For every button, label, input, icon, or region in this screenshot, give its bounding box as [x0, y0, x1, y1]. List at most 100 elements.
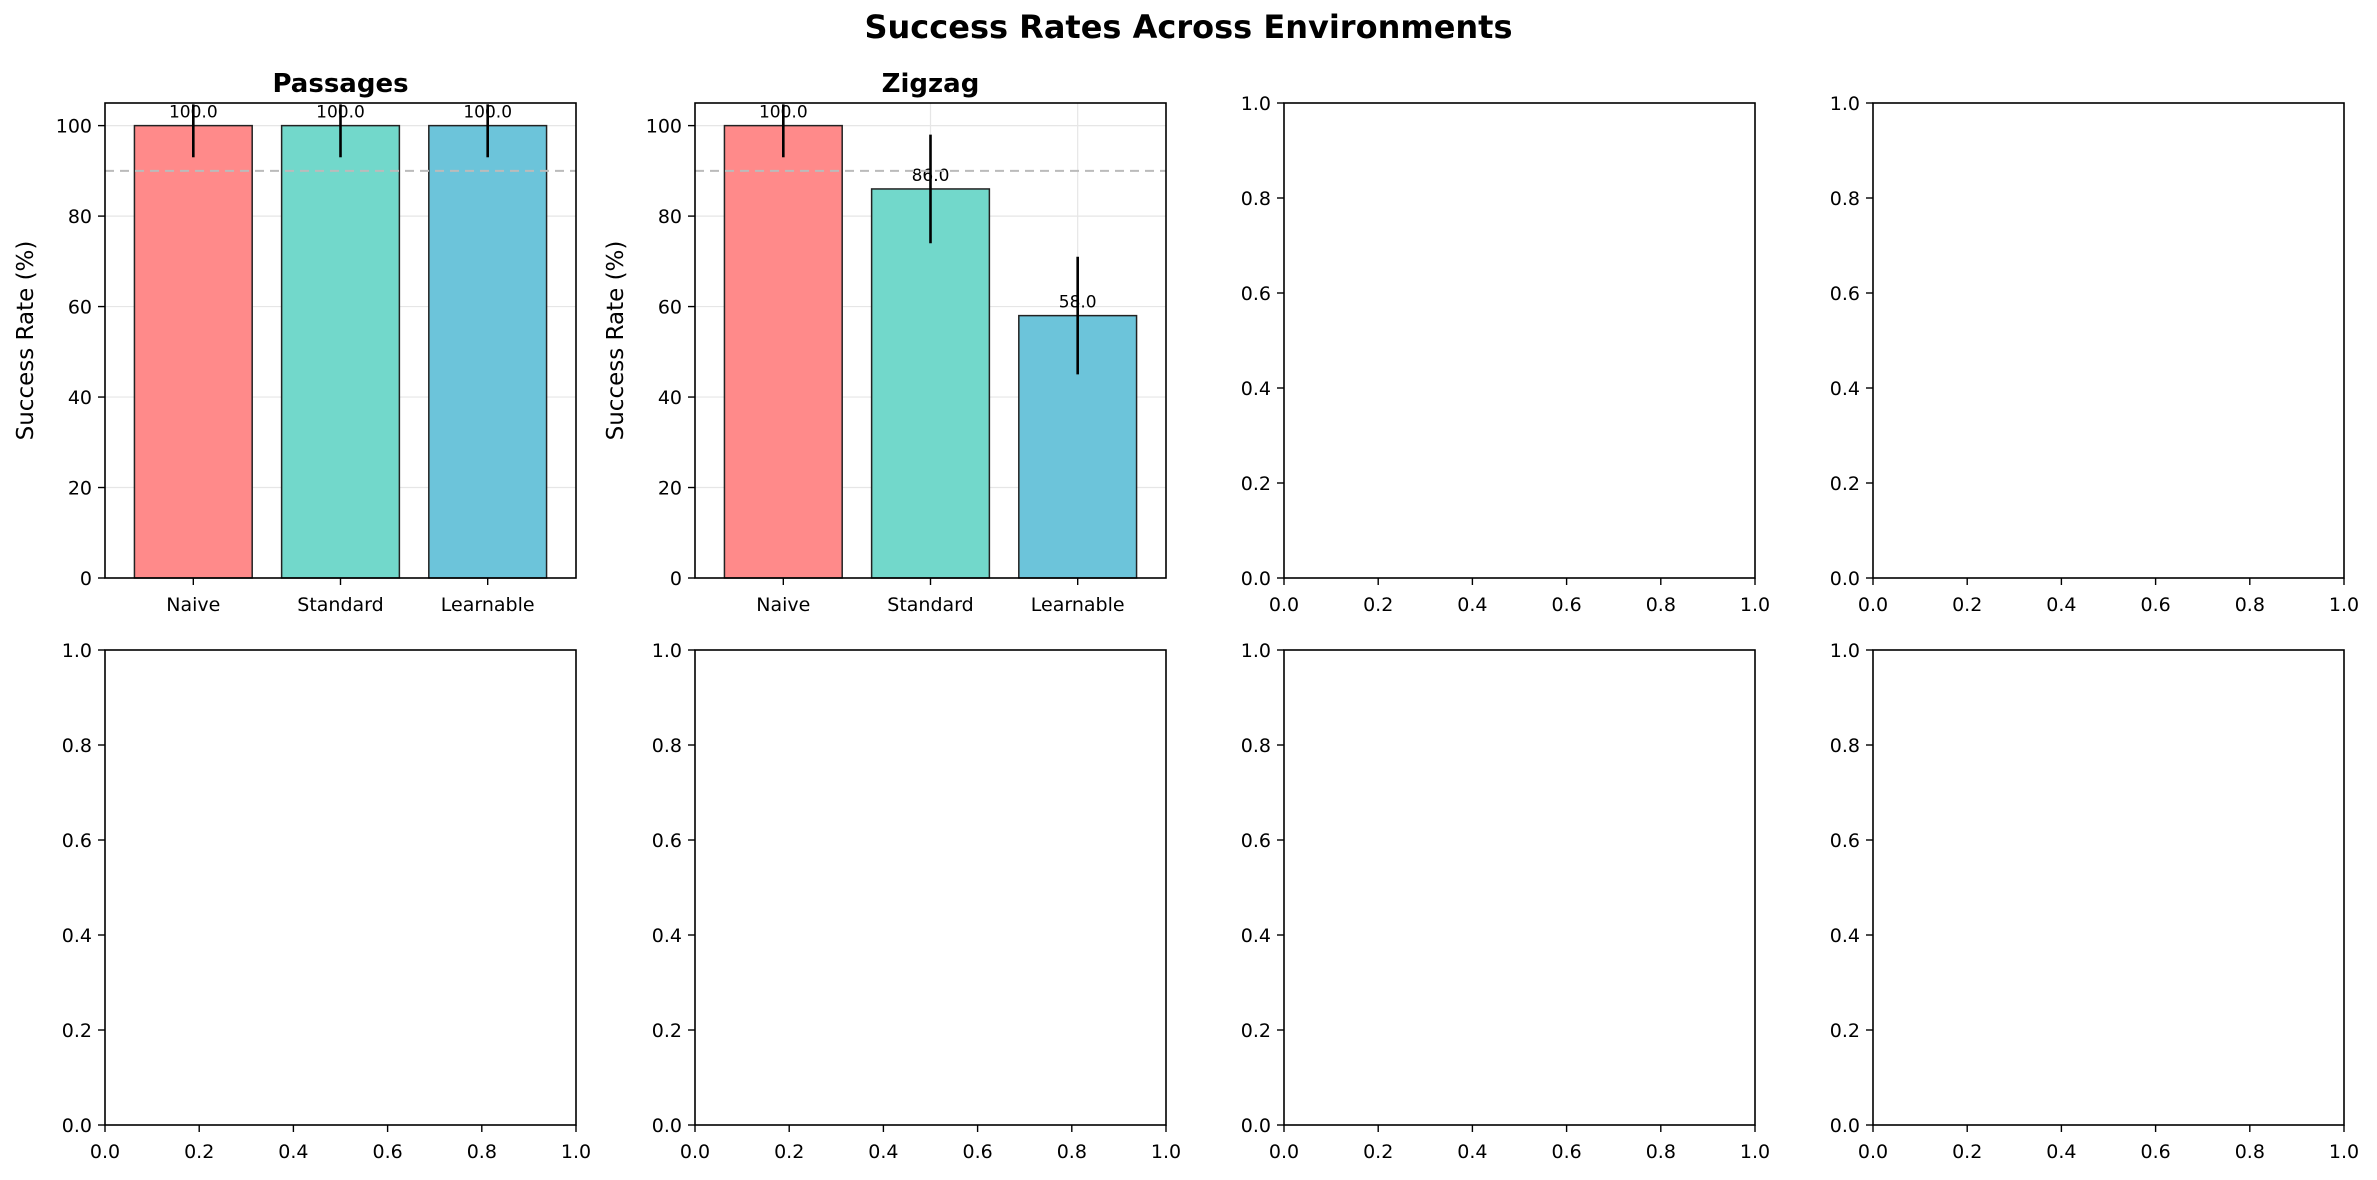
- x-tick-label-1: 0.2: [184, 1141, 214, 1163]
- y-tick-label-5: 1.0: [1830, 640, 1860, 662]
- x-tick-label-4: 0.8: [1057, 1141, 1087, 1163]
- y-tick-label-3: 0.6: [1830, 830, 1860, 852]
- x-tick-label-0: 0.0: [680, 1141, 710, 1163]
- figure-title: Success Rates Across Environments: [864, 8, 1513, 46]
- y-tick-label-2: 40: [658, 387, 682, 409]
- data-label-learnable: 100.0: [463, 103, 512, 123]
- bar-learnable: [428, 124, 548, 579]
- y-tick-label-0: 0: [670, 568, 682, 590]
- x-tick-label-3: 0.6: [1551, 594, 1581, 616]
- y-tick-label-5: 1.0: [1830, 93, 1860, 115]
- x-tick-label-standard: Standard: [297, 594, 383, 616]
- x-tick-label-0: 0.0: [1269, 594, 1299, 616]
- data-label-naive: 100.0: [759, 103, 808, 123]
- y-tick-label-1: 20: [658, 478, 682, 500]
- y-tick-label-4: 0.8: [1830, 735, 1860, 757]
- x-tick-label-0: 0.0: [90, 1141, 120, 1163]
- data-label-standard: 100.0: [316, 103, 365, 123]
- y-tick-label-5: 1.0: [1241, 93, 1271, 115]
- y-tick-label-4: 0.8: [62, 735, 92, 757]
- y-tick-label-3: 0.6: [1241, 830, 1271, 852]
- x-tick-label-5: 1.0: [2329, 1141, 2359, 1163]
- x-tick-label-1: 0.2: [774, 1141, 804, 1163]
- x-tick-label-4: 0.8: [2235, 594, 2265, 616]
- y-tick-label-4: 0.8: [652, 735, 682, 757]
- y-tick-label-3: 0.6: [1241, 283, 1271, 305]
- x-tick-label-learnable: Learnable: [441, 594, 535, 616]
- y-tick-label-2: 0.4: [1830, 378, 1860, 400]
- data-label-learnable: 58.0: [1059, 293, 1097, 313]
- axes-frame: [1283, 649, 1756, 1126]
- x-tick-label-2: 0.4: [1457, 1141, 1487, 1163]
- x-tick-label-2: 0.4: [2046, 1141, 2076, 1163]
- subplot-7: 0.0 0.2 0.4 0.6 0.8 1.0 0.0 0.2 0.4 0.6 0.8 1.0: [1241, 640, 1770, 1163]
- y-tick-label-2: 0.4: [62, 925, 92, 947]
- x-tick-label-5: 1.0: [2329, 594, 2359, 616]
- y-tick-label-3: 0.6: [62, 830, 92, 852]
- subplot-8: 0.0 0.2 0.4 0.6 0.8 1.0 0.0 0.2 0.4 0.6 0.8 1.0: [1830, 640, 2359, 1163]
- subplot-3: 0.0 0.2 0.4 0.6 0.8 1.0 0.0 0.2 0.4 0.6 0.8 1.0: [1241, 93, 1770, 616]
- y-tick-label-1: 0.2: [62, 1020, 92, 1042]
- y-tick-label-0: 0.0: [1830, 1115, 1860, 1137]
- subplot-5: 0.0 0.2 0.4 0.6 0.8 1.0 0.0 0.2 0.4 0.6 0.8 1.0: [62, 640, 591, 1163]
- axes-frame: [1283, 102, 1756, 579]
- y-tick-label-3: 60: [68, 297, 92, 319]
- subplot-title: Passages: [272, 69, 408, 99]
- y-tick-label-2: 40: [68, 387, 92, 409]
- x-tick-label-5: 1.0: [561, 1141, 591, 1163]
- y-tick-label-5: 1.0: [652, 640, 682, 662]
- x-tick-label-3: 0.6: [962, 1141, 992, 1163]
- x-tick-label-4: 0.8: [1646, 1141, 1676, 1163]
- y-tick-label-1: 0.2: [652, 1020, 682, 1042]
- x-tick-label-naive: Naive: [166, 594, 220, 616]
- x-tick-label-4: 0.8: [467, 1141, 497, 1163]
- y-tick-label-2: 0.4: [652, 925, 682, 947]
- axes-frame: [104, 649, 577, 1126]
- y-tick-label-4: 0.8: [1241, 188, 1271, 210]
- axes-frame: [1872, 649, 2345, 1126]
- y-tick-label-0: 0.0: [62, 1115, 92, 1137]
- x-tick-label-0: 0.0: [1858, 1141, 1888, 1163]
- y-tick-label-5: 100: [646, 116, 682, 138]
- x-tick-label-4: 0.8: [1646, 594, 1676, 616]
- y-tick-label-0: 0.0: [1241, 1115, 1271, 1137]
- y-tick-label-1: 0.2: [1830, 473, 1860, 495]
- subplot-2: 100.0 86.0 58.0 0 20 40 60 80 100 Naive Standard Le…: [603, 69, 1167, 616]
- y-tick-label-4: 80: [68, 206, 92, 228]
- x-tick-label-1: 0.2: [1363, 594, 1393, 616]
- x-tick-label-3: 0.6: [372, 1141, 402, 1163]
- y-tick-label-0: 0.0: [1241, 568, 1271, 590]
- subplot-6: 0.0 0.2 0.4 0.6 0.8 1.0 0.0 0.2 0.4 0.6 0.8 1.0: [652, 640, 1181, 1163]
- x-tick-label-standard: Standard: [887, 594, 973, 616]
- y-tick-label-1: 0.2: [1241, 1020, 1271, 1042]
- axes-frame: [1872, 102, 2345, 579]
- x-tick-label-learnable: Learnable: [1031, 594, 1125, 616]
- axes-frame: [694, 649, 1167, 1126]
- y-tick-label-0: 0.0: [1830, 568, 1860, 590]
- y-tick-label-5: 1.0: [1241, 640, 1271, 662]
- data-label-naive: 100.0: [169, 103, 218, 123]
- x-tick-label-1: 0.2: [1952, 594, 1982, 616]
- data-label-standard: 86.0: [912, 166, 950, 186]
- y-axis-label: Success Rate (%): [13, 241, 39, 441]
- y-tick-label-5: 100: [56, 116, 92, 138]
- x-tick-label-3: 0.6: [2140, 1141, 2170, 1163]
- bar-standard: [280, 124, 401, 579]
- y-tick-label-0: 0: [80, 568, 92, 590]
- x-tick-label-3: 0.6: [1551, 1141, 1581, 1163]
- y-tick-label-1: 20: [68, 478, 92, 500]
- y-tick-label-1: 0.2: [1241, 473, 1271, 495]
- bar-naive: [133, 124, 253, 579]
- x-tick-label-2: 0.4: [1457, 594, 1487, 616]
- y-tick-label-0: 0.0: [652, 1115, 682, 1137]
- y-tick-label-3: 60: [658, 297, 682, 319]
- y-tick-label-3: 0.6: [652, 830, 682, 852]
- x-tick-label-5: 1.0: [1740, 1141, 1770, 1163]
- y-axis-label: Success Rate (%): [603, 241, 629, 441]
- x-tick-label-1: 0.2: [1363, 1141, 1393, 1163]
- x-tick-label-3: 0.6: [2140, 594, 2170, 616]
- x-tick-label-2: 0.4: [868, 1141, 898, 1163]
- bar-standard: [870, 188, 991, 579]
- x-tick-label-2: 0.4: [278, 1141, 308, 1163]
- x-tick-label-2: 0.4: [2046, 594, 2076, 616]
